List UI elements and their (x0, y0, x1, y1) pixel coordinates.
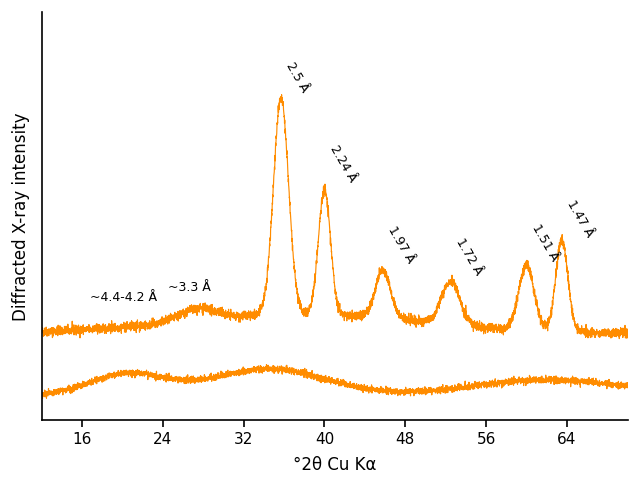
X-axis label: °2θ Cu Kα: °2θ Cu Kα (293, 455, 376, 473)
Y-axis label: Diffracted X-ray intensity: Diffracted X-ray intensity (13, 112, 31, 321)
Text: 1.72 Å: 1.72 Å (453, 236, 484, 277)
Text: ~4.4-4.2 Å: ~4.4-4.2 Å (90, 291, 157, 304)
Text: 2.5 Å: 2.5 Å (284, 60, 311, 95)
Text: ~3.3 Å: ~3.3 Å (168, 281, 211, 294)
Text: 1.47 Å: 1.47 Å (564, 198, 596, 239)
Text: 1.97 Å: 1.97 Å (385, 225, 417, 266)
Text: 2.24 Å: 2.24 Å (327, 142, 358, 184)
Text: 1.51 Å: 1.51 Å (529, 222, 561, 263)
